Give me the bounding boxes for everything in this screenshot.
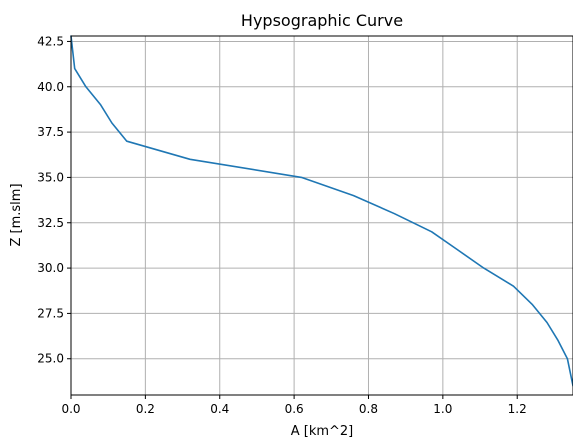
y-tick-label: 37.5 xyxy=(37,125,64,139)
y-tick-label: 42.5 xyxy=(37,34,64,48)
y-tick-label: 35.0 xyxy=(37,170,64,184)
y-tick-label: 32.5 xyxy=(37,216,64,230)
x-tick-label: 1.2 xyxy=(508,402,527,416)
series-line-0 xyxy=(70,35,573,387)
series-layer xyxy=(70,35,573,387)
x-tick-label: 1.0 xyxy=(433,402,452,416)
y-tick-label: 30.0 xyxy=(37,261,64,275)
y-tick-label: 27.5 xyxy=(37,306,64,320)
x-tick-label: 0.6 xyxy=(285,402,304,416)
x-axis-ticks: 0.0 0.2 0.4 0.6 0.8 1.0 1.2 xyxy=(61,395,527,416)
x-tick-label: 0.0 xyxy=(61,402,80,416)
x-tick-label: 0.2 xyxy=(136,402,155,416)
chart-title: Hypsographic Curve xyxy=(241,11,403,30)
y-axis-ticks: 25.0 27.5 30.0 32.5 35.0 37.5 40.0 42.5 xyxy=(37,34,71,366)
plot-frame xyxy=(70,35,573,396)
y-axis-label: Z [m.slm] xyxy=(9,183,24,246)
x-tick-label: 0.8 xyxy=(359,402,378,416)
y-tick-label: 25.0 xyxy=(37,352,64,366)
grid xyxy=(70,36,573,395)
x-axis-label: A [km^2] xyxy=(291,424,354,439)
y-tick-label: 40.0 xyxy=(37,80,64,94)
x-tick-label: 0.4 xyxy=(210,402,229,416)
